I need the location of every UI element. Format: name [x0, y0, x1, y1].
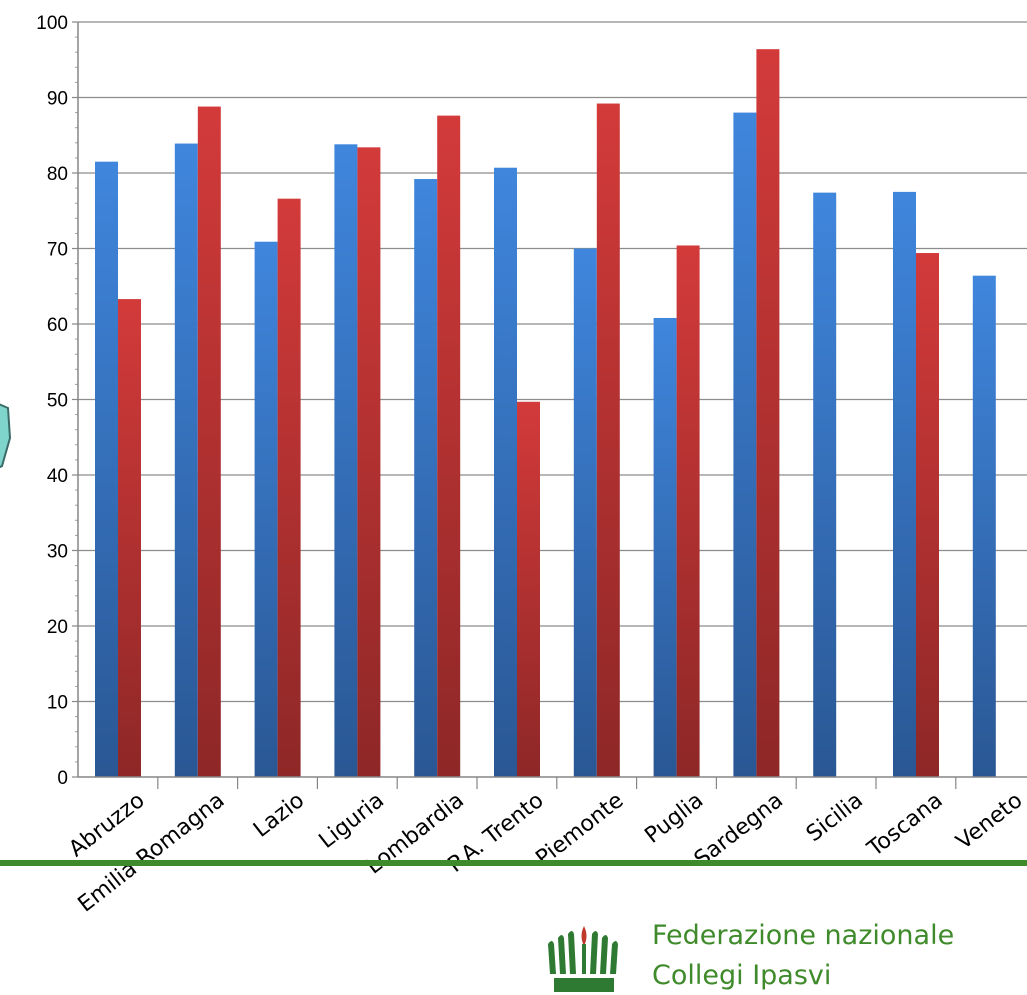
x-category-label: Toscana — [862, 788, 947, 862]
bars — [95, 49, 996, 778]
y-tick-label: 20 — [47, 617, 68, 638]
bar-series-2 — [596, 103, 620, 778]
bar-series-1 — [893, 191, 916, 777]
x-category-label: Sicilia — [802, 788, 868, 847]
bar-series-1 — [334, 144, 358, 777]
bar-series-1 — [95, 161, 118, 778]
bar-series-2 — [916, 253, 939, 777]
bar-series-1 — [414, 179, 438, 778]
bar-series-2 — [437, 115, 461, 778]
footer-rule — [0, 860, 1027, 866]
y-tick-label: 70 — [47, 240, 68, 261]
bar-series-1 — [494, 167, 517, 778]
decorative-shape-icon — [0, 403, 12, 469]
y-tick-label: 0 — [57, 768, 68, 789]
organization-name-line2: Collegi Ipasvi — [652, 960, 832, 991]
bar-series-1 — [573, 248, 597, 777]
bar-series-2 — [517, 401, 540, 777]
bar-series-2 — [676, 245, 700, 778]
bar-series-2 — [756, 49, 780, 778]
bar-series-1 — [972, 275, 996, 777]
x-category-label: Veneto — [952, 788, 1027, 855]
axes — [72, 21, 1027, 789]
grid-lines — [78, 21, 1027, 703]
y-tick-label: 100 — [36, 13, 68, 34]
organization-name-line1: Federazione nazionale — [652, 920, 955, 951]
y-tick-label: 50 — [47, 391, 68, 412]
y-tick-label: 10 — [47, 693, 68, 714]
bar-series-2 — [118, 299, 141, 777]
y-tick-label: 60 — [47, 315, 68, 336]
y-tick-label: 40 — [47, 466, 68, 487]
bar-series-1 — [813, 192, 837, 777]
bar-series-2 — [277, 198, 301, 778]
bar-series-1 — [254, 241, 278, 777]
x-category-label: Lazio — [249, 788, 309, 843]
x-category-label: Liguria — [315, 788, 389, 854]
bar-series-1 — [174, 143, 198, 777]
x-category-label: Emilia Romagna — [74, 788, 230, 917]
bar-series-1 — [733, 112, 757, 778]
ipasvi-logo-icon — [548, 926, 618, 992]
bar-series-2 — [357, 147, 381, 777]
y-tick-label: 90 — [47, 89, 68, 110]
x-category-label: Piemonte — [531, 788, 628, 871]
y-tick-label: 30 — [47, 542, 68, 563]
y-tick-label: 80 — [47, 164, 68, 185]
bar-series-1 — [653, 317, 677, 777]
bar-series-2 — [197, 106, 221, 777]
x-category-label: Puglia — [640, 788, 708, 849]
